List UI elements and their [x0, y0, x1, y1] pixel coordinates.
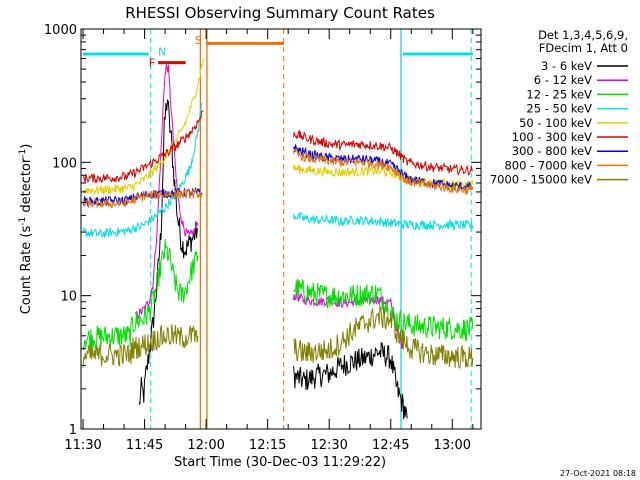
x-tick-label: 11:45	[126, 438, 163, 453]
series-line-segment	[82, 102, 203, 239]
legend-label-12-25-kev: 12 - 25 keV	[526, 87, 592, 101]
series-100-300-kev	[82, 110, 473, 184]
series-line-segment	[293, 342, 408, 420]
series-line-segment	[293, 304, 474, 369]
annotation-n: N	[158, 45, 166, 58]
series-25-50-kev	[82, 52, 474, 239]
series-line-segment	[293, 148, 474, 196]
x-tick-label: 12:15	[249, 438, 286, 453]
legend-label-100-300-kev: 100 - 300 keV	[512, 130, 592, 144]
series-line-segment	[82, 238, 199, 351]
series-line-segment	[82, 188, 203, 209]
legend-label-300-800-kev: 300 - 800 keV	[512, 144, 592, 158]
series-line-segment	[293, 129, 473, 176]
legend-label-3-6-kev: 3 - 6 keV	[541, 59, 592, 73]
series-7000-15000-kev	[82, 304, 474, 369]
y-tick-label: 10	[60, 290, 77, 305]
y-tick-label: 1	[69, 423, 77, 438]
x-axis-label: Start Time (30-Dec-03 11:29:22)	[174, 455, 386, 470]
series-800-7000-kev	[82, 41, 474, 209]
legend-header-line1: Det 1,3,4,5,6,9,	[538, 28, 628, 42]
series-line-segment	[293, 292, 404, 349]
series-line-segment	[135, 64, 199, 319]
series-line-segment	[82, 324, 199, 369]
legend-label-6-12-kev: 6 - 12 keV	[534, 73, 592, 87]
legend-label-800-7000-kev: 800 - 7000 keV	[504, 158, 592, 172]
series-line-segment	[293, 164, 474, 190]
y-axis-label: Count Rate (s-1 detector-1)	[18, 144, 34, 315]
plot-frame	[80, 28, 482, 430]
footer-timestamp: 27-Oct-2021 08:18	[560, 469, 636, 478]
legend: Det 1,3,4,5,6,9, FDecim 1, Att 0 3 - 6 k…	[490, 28, 628, 187]
y-tick-label: 100	[52, 156, 77, 171]
annotation-f: F	[149, 57, 155, 70]
legend-label-25-50-kev: 25 - 50 keV	[526, 102, 592, 116]
legend-header-line2: FDecim 1, Att 0	[539, 41, 628, 55]
legend-label-7000-15000-kev: 7000 - 15000 keV	[490, 173, 592, 187]
series-50-100-kev	[82, 58, 474, 196]
x-tick-label: 11:30	[64, 438, 101, 453]
legend-label-50-100-kev: 50 - 100 keV	[519, 116, 592, 130]
series-6-12-kev	[135, 64, 404, 349]
series-line-segment	[293, 212, 474, 232]
x-tick-label: 12:00	[187, 438, 224, 453]
chart-title: RHESSI Observing Summary Count Rates	[125, 4, 435, 22]
annotation-s: S	[195, 34, 202, 47]
x-tick-label: 12:45	[372, 438, 409, 453]
y-tick-label: 1000	[44, 23, 77, 38]
x-tick-label: 12:30	[310, 438, 347, 453]
x-tick-label: 13:00	[434, 438, 471, 453]
series-line-segment	[82, 110, 204, 184]
series-line-segment	[82, 58, 204, 196]
